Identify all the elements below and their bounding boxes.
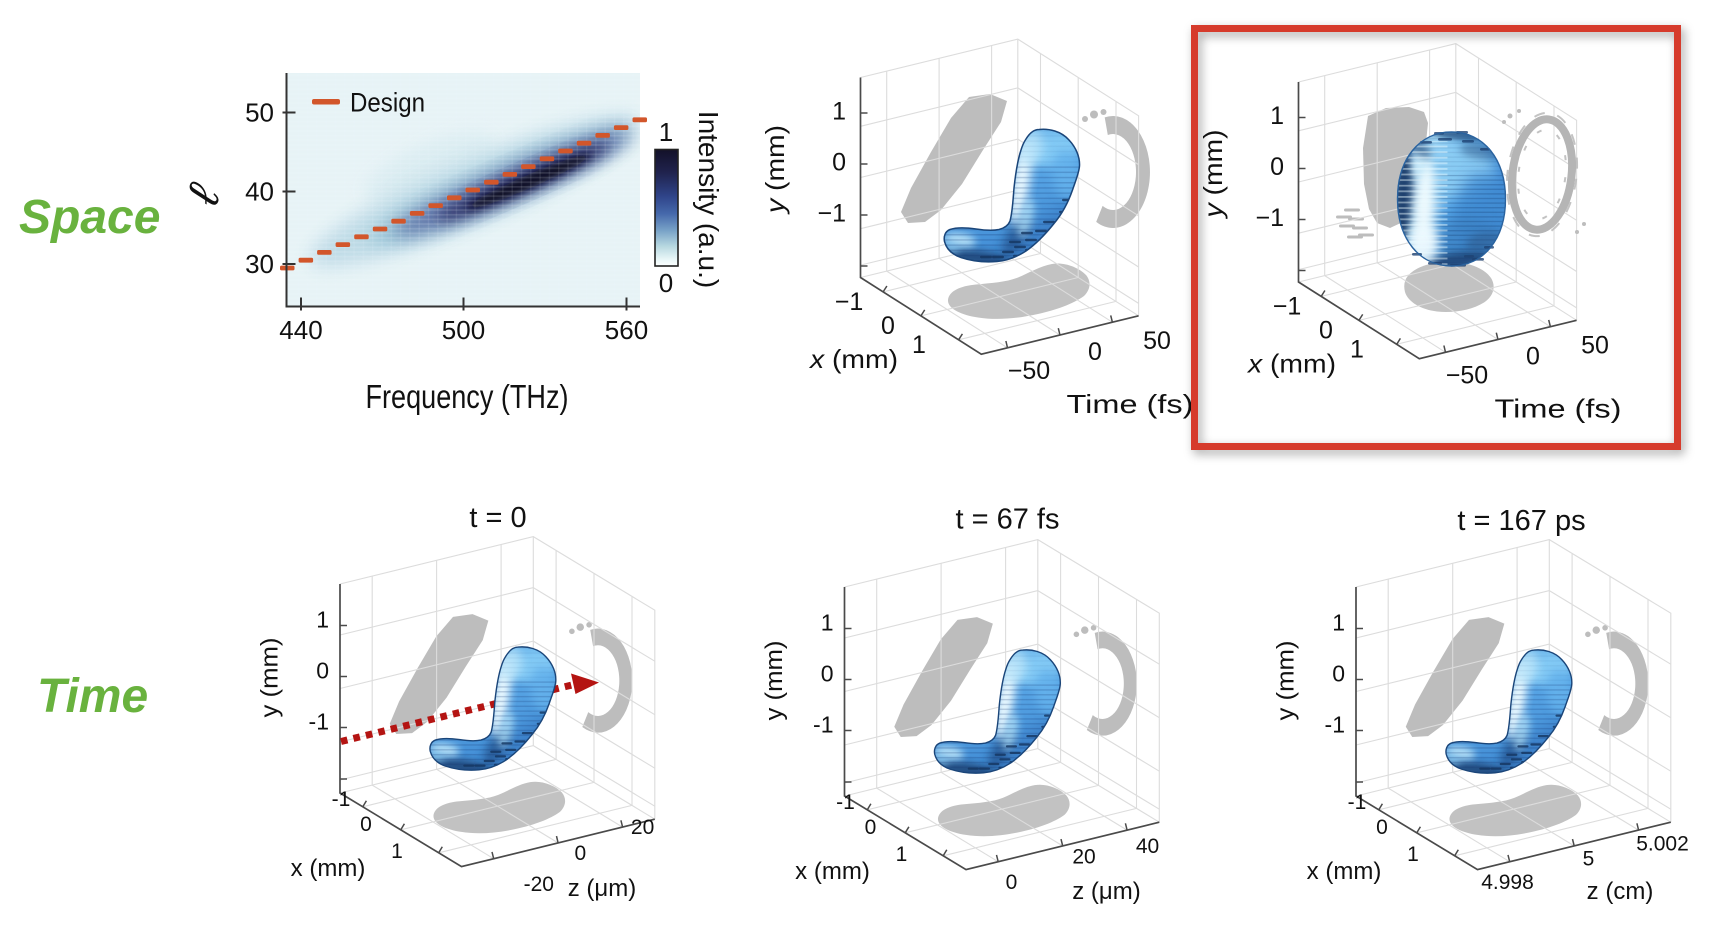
svg-text:−50: −50 [1446, 362, 1488, 390]
svg-text:1: 1 [659, 117, 673, 147]
svg-text:t = 167 ps: t = 167 ps [1457, 505, 1585, 537]
svg-text:1: 1 [821, 610, 834, 636]
svg-text:20: 20 [1072, 846, 1095, 869]
svg-text:z (μm): z (μm) [568, 875, 636, 902]
svg-text:0: 0 [1376, 816, 1388, 839]
svg-text:0: 0 [316, 658, 329, 684]
svg-text:1: 1 [896, 843, 908, 866]
svg-text:0: 0 [360, 813, 372, 836]
svg-text:1: 1 [1407, 843, 1419, 866]
svg-text:5.002: 5.002 [1636, 833, 1689, 856]
svg-text:z (cm): z (cm) [1587, 878, 1654, 905]
svg-text:-1: -1 [1325, 712, 1345, 738]
svg-text:y (mm): y (mm) [761, 641, 788, 721]
svg-text:y (mm): y (mm) [760, 125, 790, 215]
svg-text:x (mm): x (mm) [1246, 349, 1336, 379]
svg-text:440: 440 [279, 315, 322, 345]
svg-text:z (μm): z (μm) [1072, 878, 1140, 905]
svg-text:50: 50 [1581, 332, 1609, 360]
svg-text:-1: -1 [309, 709, 329, 735]
svg-text:Space: Space [19, 191, 160, 244]
svg-text:1: 1 [912, 331, 926, 359]
svg-text:1: 1 [391, 840, 403, 863]
svg-text:0: 0 [1526, 343, 1540, 371]
svg-text:0: 0 [832, 149, 846, 177]
svg-text:0: 0 [821, 661, 834, 687]
svg-text:20: 20 [631, 816, 654, 839]
svg-text:0: 0 [865, 816, 877, 839]
svg-text:y (mm): y (mm) [1273, 641, 1300, 721]
svg-text:40: 40 [1136, 835, 1159, 858]
svg-text:-1: -1 [1348, 791, 1367, 814]
svg-text:y (mm): y (mm) [1198, 130, 1228, 220]
svg-text:Time: Time [37, 670, 148, 723]
svg-text:0: 0 [881, 312, 895, 340]
svg-text:x (mm): x (mm) [291, 855, 366, 882]
svg-text:-1: -1 [836, 791, 855, 814]
svg-text:−1: −1 [1255, 204, 1284, 232]
svg-text:1: 1 [316, 607, 329, 633]
svg-text:x (mm): x (mm) [795, 858, 870, 885]
svg-text:-1: -1 [332, 788, 351, 811]
svg-text:0: 0 [659, 268, 673, 298]
svg-text:0: 0 [575, 842, 587, 865]
svg-text:−1: −1 [1273, 293, 1302, 321]
svg-text:Design: Design [350, 88, 425, 118]
svg-text:5: 5 [1583, 848, 1595, 871]
svg-text:−1: −1 [817, 200, 846, 228]
svg-text:0: 0 [1088, 338, 1102, 366]
svg-text:x (mm): x (mm) [808, 344, 898, 374]
svg-text:-1: -1 [813, 712, 833, 738]
svg-text:40: 40 [245, 177, 274, 207]
svg-text:Frequency (THz): Frequency (THz) [366, 378, 569, 415]
svg-text:Intensity (a.u.): Intensity (a.u.) [693, 111, 724, 288]
svg-text:1: 1 [1332, 610, 1345, 636]
svg-text:-20: -20 [524, 873, 554, 896]
svg-text:500: 500 [442, 315, 485, 345]
svg-text:0: 0 [1270, 153, 1284, 181]
svg-text:Time (fs): Time (fs) [1067, 389, 1194, 419]
svg-text:ℓ: ℓ [176, 176, 231, 212]
svg-text:1: 1 [832, 98, 846, 126]
svg-text:t = 0: t = 0 [469, 502, 526, 534]
svg-text:−50: −50 [1008, 357, 1050, 385]
svg-text:50: 50 [1143, 327, 1171, 355]
svg-text:x (mm): x (mm) [1307, 858, 1382, 885]
svg-text:4.998: 4.998 [1481, 871, 1534, 894]
svg-text:1: 1 [1350, 336, 1364, 364]
svg-text:−1: −1 [835, 288, 864, 316]
svg-text:0: 0 [1006, 871, 1018, 894]
svg-text:t = 67 fs: t = 67 fs [956, 504, 1060, 536]
svg-text:0: 0 [1319, 317, 1333, 345]
svg-text:560: 560 [605, 315, 648, 345]
svg-text:1: 1 [1270, 102, 1284, 130]
svg-text:0: 0 [1332, 661, 1345, 687]
svg-text:50: 50 [245, 98, 274, 128]
svg-text:y (mm): y (mm) [257, 638, 284, 718]
svg-text:Time (fs): Time (fs) [1495, 394, 1622, 424]
svg-text:30: 30 [245, 249, 274, 279]
